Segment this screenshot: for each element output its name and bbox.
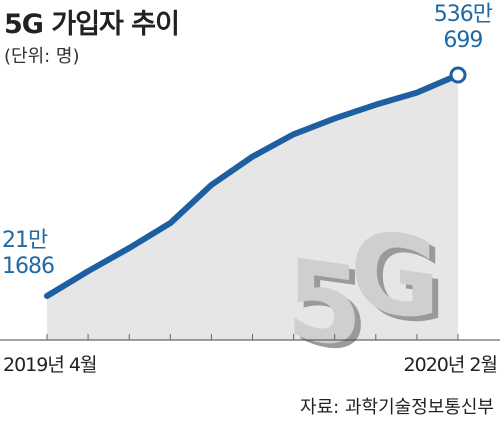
deco-g: G [356, 211, 446, 352]
end-marker [449, 66, 467, 84]
value-label: 536만 699 [433, 2, 493, 53]
source: 자료: 과학기술정보통신부 [300, 397, 494, 418]
deco-5: 5 [292, 240, 369, 379]
value-label: 21만 1686 [2, 228, 55, 279]
chart-title: 5G 가입자 추이 [4, 9, 180, 40]
x-tick-label: 2020년 2월 [403, 354, 498, 376]
deco-5-face: 5 [286, 235, 363, 374]
chart-subtitle: (단위: 명) [4, 46, 80, 67]
line [44, 72, 461, 299]
area [47, 75, 458, 340]
x-tick-label: 2019년 4월 [3, 354, 97, 376]
decoration-5g: 5 G 5 G [286, 206, 446, 379]
deco-g-face: G [350, 206, 440, 347]
